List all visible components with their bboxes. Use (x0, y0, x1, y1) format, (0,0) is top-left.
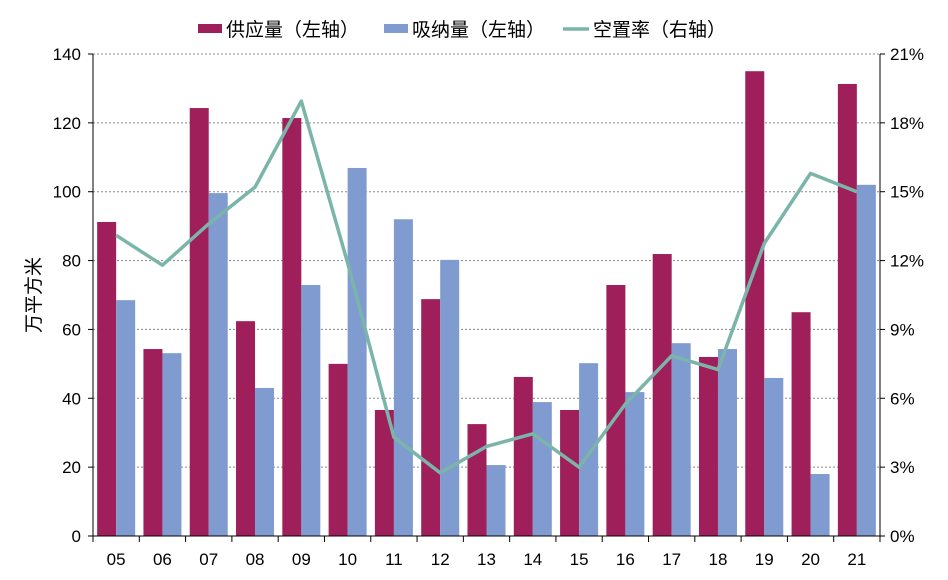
y-tick-label: 140 (53, 45, 81, 64)
vacancy-line (115, 99, 858, 475)
bar-supply (606, 285, 626, 536)
legend: 供应量（左轴） 吸纳量（左轴） 空置率（右轴） (198, 19, 726, 41)
bar-supply (143, 349, 163, 536)
y-axis-label: 万平方米 (23, 257, 45, 333)
x-tick-label: 13 (477, 550, 496, 569)
y2-tick-label: 18% (890, 114, 924, 133)
x-tick-label: 19 (755, 550, 774, 569)
bar-supply (652, 254, 672, 536)
bar-absorption (440, 259, 460, 536)
x-tick-label: 18 (709, 550, 728, 569)
bar-absorption (856, 184, 876, 537)
legend-label: 供应量（左轴） (226, 19, 359, 41)
y2-tick-label: 15% (890, 183, 924, 202)
bar-absorption (810, 474, 830, 536)
y-tick-label: 100 (53, 183, 81, 202)
bar-supply (837, 83, 857, 537)
bar-supply (421, 299, 441, 536)
x-tick-label: 07 (199, 550, 218, 569)
x-tick-label: 11 (385, 550, 403, 569)
bar-supply (236, 321, 256, 536)
x-tick-label: 21 (847, 550, 866, 569)
bar-absorption (162, 353, 182, 536)
bar-absorption (671, 343, 691, 536)
y2-tick-label: 6% (890, 389, 915, 408)
axes: 0 20 40 60 80 100 120 140 0% 3% 6% 9% 12% 15% 18% 21% 05… (53, 45, 924, 569)
legend-label: 吸纳量（左轴） (412, 19, 545, 41)
bars (97, 71, 876, 537)
bar-supply (189, 108, 209, 536)
y-tick-label: 40 (62, 389, 81, 408)
bar-absorption (486, 465, 506, 536)
y-tick-label: 80 (62, 252, 81, 271)
vacancy-series-line (115, 99, 858, 475)
legend-label: 空置率（右轴） (593, 19, 726, 41)
bar-absorption (764, 377, 784, 536)
x-tick-label: 14 (523, 550, 542, 569)
y-tick-label: 120 (53, 114, 81, 133)
bar-supply (513, 376, 533, 536)
y2-tick-label: 0% (890, 527, 915, 546)
x-tick-label: 20 (801, 550, 820, 569)
x-tick-label: 08 (246, 550, 265, 569)
bar-supply (698, 356, 718, 536)
bar-absorption (347, 167, 367, 537)
bar-supply (745, 71, 765, 536)
y-tick-label: 0 (72, 527, 81, 546)
bar-absorption (579, 363, 599, 536)
legend-swatch (198, 24, 222, 33)
x-tick-label: 05 (107, 550, 126, 569)
y2-tick-label: 3% (890, 458, 915, 477)
x-tick-label: 06 (153, 550, 172, 569)
x-tick-label: 10 (338, 550, 357, 569)
bar-absorption (208, 193, 228, 536)
bar-supply (328, 363, 348, 536)
y2-tick-label: 12% (890, 252, 924, 271)
bar-absorption (532, 402, 552, 536)
y2-tick-label: 21% (890, 45, 924, 64)
x-tick-label: 15 (570, 550, 589, 569)
bar-absorption (717, 349, 737, 536)
legend-swatch (384, 24, 408, 33)
y-tick-label: 60 (62, 320, 81, 339)
x-tick-label: 12 (431, 550, 450, 569)
bar-absorption (393, 219, 413, 536)
bar-supply (467, 424, 487, 536)
bar-supply (97, 222, 117, 537)
bar-supply (374, 409, 394, 536)
x-tick-label: 17 (662, 550, 681, 569)
y2-tick-label: 9% (890, 320, 915, 339)
bar-supply (560, 409, 580, 536)
x-tick-label: 09 (292, 550, 311, 569)
bar-absorption (255, 387, 275, 536)
bar-supply (282, 118, 302, 536)
x-tick-label: 16 (616, 550, 635, 569)
bar-absorption (625, 392, 645, 536)
y-tick-label: 20 (62, 458, 81, 477)
bar-supply (791, 312, 811, 536)
bar-absorption (116, 300, 136, 536)
bar-absorption (301, 285, 321, 536)
